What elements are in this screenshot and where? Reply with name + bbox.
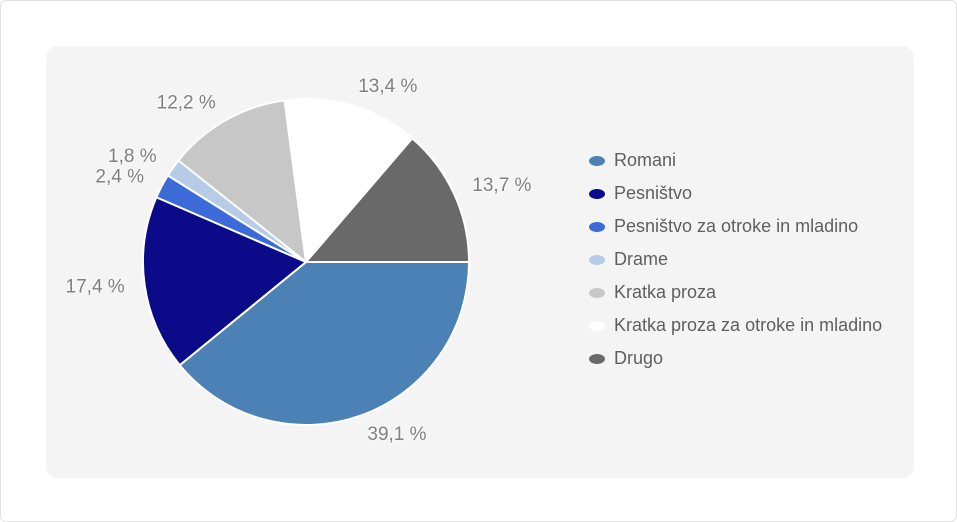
pie-slice-7[interactable]: [305, 137, 470, 263]
chart-panel: 39,1 % 17,4 % 2,4 % 1,8 % 12,2 % 13,4 % 13,7 %…: [46, 46, 914, 478]
legend-item-label: Kratka proza: [614, 282, 717, 302]
pie-slice-1[interactable]: [178, 261, 470, 426]
pie-value-label-3: 2,4 %: [95, 166, 144, 187]
pie-value-label-4: 1,8 %: [108, 146, 157, 167]
legend-item-label: Pesništvo: [614, 183, 693, 203]
pie-slice-2[interactable]: [142, 196, 307, 367]
pie-value-label-2: 17,4 %: [66, 277, 125, 298]
pie-slice-5[interactable]: [177, 99, 307, 263]
legend-item-7[interactable]: Drugo: [589, 342, 882, 375]
legend-item-3[interactable]: Pesništvo za otroke in mladino: [589, 210, 882, 243]
legend-item-label: Pesništvo za otroke in mladino: [614, 216, 859, 236]
legend-item-5[interactable]: Kratka proza: [589, 276, 882, 309]
pie-chart: 39,1 % 17,4 % 2,4 %1,8 % 12,2 % 13,4 % 13,7 %: [66, 76, 532, 445]
legend-item-label: Drame: [614, 249, 669, 269]
pie-value-label-7: 13,7 %: [472, 175, 531, 196]
pie-value-label-5: 12,2 %: [157, 92, 216, 113]
legend-marker-icon: [589, 188, 605, 199]
legend-item-4[interactable]: Drame: [589, 243, 882, 276]
pie-value-label-6: 13,4 %: [358, 76, 417, 97]
legend-item-label: Kratka proza za otroke in mladino: [614, 315, 883, 335]
legend-marker-icon: [589, 254, 605, 265]
legend-item-label: Romani: [614, 150, 677, 170]
legend-marker-icon: [589, 353, 605, 364]
legend-marker-icon: [589, 287, 605, 298]
pie-value-label-1: 39,1 %: [367, 424, 426, 445]
legend-marker-icon: [589, 155, 605, 166]
legend-item-1[interactable]: Romani: [589, 144, 882, 177]
legend-item-6[interactable]: Kratka proza za otroke in mladino: [589, 309, 882, 342]
legend-marker-icon: [589, 221, 605, 232]
pie-slice-6[interactable]: [283, 98, 414, 263]
legend-item-2[interactable]: Pesništvo: [589, 177, 882, 210]
legend-marker-icon: [589, 320, 605, 331]
legend-item-label: Drugo: [614, 348, 664, 368]
chart-legend: Romani Pesništvo Pesništvo za otroke in ml…: [589, 144, 882, 375]
